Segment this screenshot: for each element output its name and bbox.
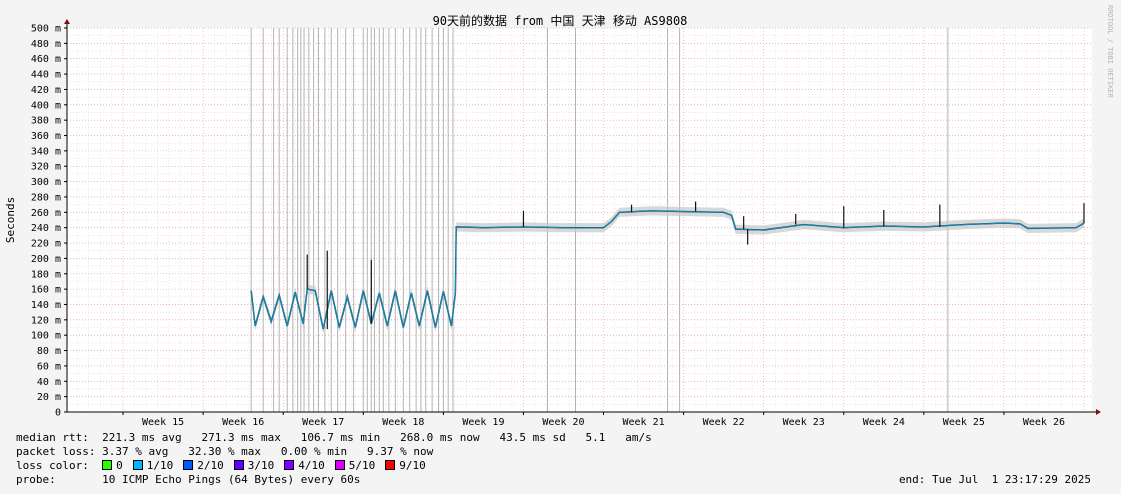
y-tick-label: 280 m bbox=[31, 192, 61, 203]
loss-color-text: 2/10 bbox=[197, 459, 224, 472]
loss-color-item: 1/10 bbox=[132, 459, 174, 472]
smoke-band bbox=[251, 206, 1084, 334]
legend-packet-loss: packet loss: 3.37 % avg 32.30 % max 0.00… bbox=[16, 445, 433, 459]
y-tick-label: 420 m bbox=[31, 85, 61, 96]
smoke-area bbox=[251, 206, 1084, 334]
smokeping-chart: 0 20 m 40 m 60 m 80 m 100 m 120 m 140 m 160 m 180… bbox=[4, 5, 1114, 428]
end-time: end: Tue Jul 1 23:17:29 2025 bbox=[898, 473, 1091, 486]
y-axis-ticks: 0 20 m 40 m 60 m 80 m 100 m 120 m 140 m 160 m 180… bbox=[31, 24, 67, 419]
loss-color-swatch bbox=[233, 460, 244, 470]
rtt-line-loss-color bbox=[250, 210, 1085, 330]
loss-color-swatch bbox=[334, 460, 345, 470]
loss-markers bbox=[250, 28, 949, 412]
y-tick-label: 60 m bbox=[37, 361, 61, 372]
y-tick-label: 320 m bbox=[31, 162, 61, 173]
loss-color-swatch bbox=[132, 460, 143, 470]
loss-color-text: 4/10 bbox=[298, 459, 325, 472]
x-tick-label: Week 16 bbox=[222, 417, 264, 428]
x-tick-label: Week 19 bbox=[462, 417, 504, 428]
grid-lines bbox=[67, 27, 1092, 412]
legend-probe: probe: 10 ICMP Echo Pings (64 Bytes) eve… bbox=[16, 473, 360, 487]
loss-color-text: 0 bbox=[116, 459, 123, 472]
axes bbox=[64, 19, 1101, 415]
x-tick-label: Week 15 bbox=[142, 417, 184, 428]
y-tick-label: 160 m bbox=[31, 285, 61, 296]
y-axis-arrow bbox=[64, 19, 70, 24]
probe-label: probe: bbox=[16, 473, 56, 486]
loss-color-text: 1/10 bbox=[146, 459, 174, 472]
y-tick-label: 260 m bbox=[31, 208, 61, 219]
y-tick-label: 340 m bbox=[31, 146, 61, 157]
x-tick-label: Week 23 bbox=[783, 417, 825, 428]
x-axis-arrow bbox=[1096, 409, 1101, 415]
rtt-series bbox=[250, 201, 1085, 330]
y-tick-label: 0 bbox=[55, 408, 61, 419]
packet-loss-values: 3.37 % avg 32.30 % max 0.00 % min 9.37 %… bbox=[102, 445, 434, 458]
y-tick-label: 380 m bbox=[31, 116, 61, 127]
watermark: RRDTOOL / TOBI OETIKER bbox=[1106, 5, 1114, 99]
x-tick-label: Week 26 bbox=[1023, 417, 1065, 428]
median-rtt-label: median rtt: bbox=[16, 431, 89, 444]
loss-color-item: 9/10 bbox=[385, 459, 426, 472]
y-tick-label: 460 m bbox=[31, 54, 61, 65]
x-tick-label: Week 17 bbox=[302, 417, 344, 428]
plot-area bbox=[67, 28, 1092, 412]
y-tick-label: 240 m bbox=[31, 223, 61, 234]
loss-color-item: 0 bbox=[102, 459, 123, 472]
packet-loss-label: packet loss: bbox=[16, 445, 96, 458]
y-axis-label: Seconds bbox=[4, 197, 17, 243]
y-tick-label: 180 m bbox=[31, 269, 61, 280]
loss-color-text: 3/10 bbox=[247, 459, 275, 472]
y-tick-label: 480 m bbox=[31, 39, 61, 50]
y-tick-label: 300 m bbox=[31, 177, 61, 188]
y-tick-label: 20 m bbox=[37, 392, 61, 403]
y-tick-label: 120 m bbox=[31, 315, 61, 326]
loss-color-label: loss color: bbox=[16, 459, 89, 472]
y-tick-label: 100 m bbox=[31, 331, 61, 342]
loss-color-text: 9/10 bbox=[399, 459, 426, 472]
probe-value: 10 ICMP Echo Pings (64 Bytes) every 60s bbox=[102, 473, 361, 486]
y-tick-label: 80 m bbox=[37, 346, 61, 357]
x-tick-label: Week 22 bbox=[703, 417, 745, 428]
loss-color-swatch bbox=[284, 460, 295, 470]
x-tick-label: Week 24 bbox=[863, 417, 905, 428]
loss-color-swatch bbox=[102, 460, 113, 470]
y-tick-label: 500 m bbox=[31, 24, 61, 35]
y-tick-label: 140 m bbox=[31, 300, 61, 311]
x-tick-label: Week 20 bbox=[542, 417, 584, 428]
loss-color-item: 5/10 bbox=[334, 459, 376, 472]
loss-color-item: 2/10 bbox=[183, 459, 224, 472]
y-tick-label: 200 m bbox=[31, 254, 61, 265]
x-tick-label: Week 25 bbox=[943, 417, 985, 428]
x-tick-label: Week 18 bbox=[382, 417, 424, 428]
y-tick-label: 360 m bbox=[31, 131, 61, 142]
loss-color-swatch bbox=[183, 460, 194, 470]
y-tick-label: 440 m bbox=[31, 70, 61, 81]
loss-color-item: 3/10 bbox=[233, 459, 275, 472]
y-tick-label: 220 m bbox=[31, 239, 61, 250]
loss-color-item: 4/10 bbox=[284, 459, 325, 472]
x-axis-ticks: Week 15 Week 16 Week 17 Week 18 Week 19 Week … bbox=[122, 412, 1065, 428]
loss-color-swatch bbox=[385, 460, 396, 470]
y-tick-label: 40 m bbox=[37, 377, 61, 388]
loss-color-text: 5/10 bbox=[348, 459, 376, 472]
legend-loss-color: loss color: 0 1/10 2/10 3/10 4/10 5/10 9/10 bbox=[16, 459, 436, 473]
chart-title: 90天前的数据 from 中国 天津 移动 AS9808 bbox=[433, 13, 688, 28]
legend-median-rtt: median rtt: 221.3 ms avg 271.3 ms max 10… bbox=[16, 431, 652, 445]
x-tick-label: Week 21 bbox=[622, 417, 664, 428]
median-rtt-values: 221.3 ms avg 271.3 ms max 106.7 ms min 2… bbox=[102, 431, 652, 444]
y-tick-label: 400 m bbox=[31, 100, 61, 111]
